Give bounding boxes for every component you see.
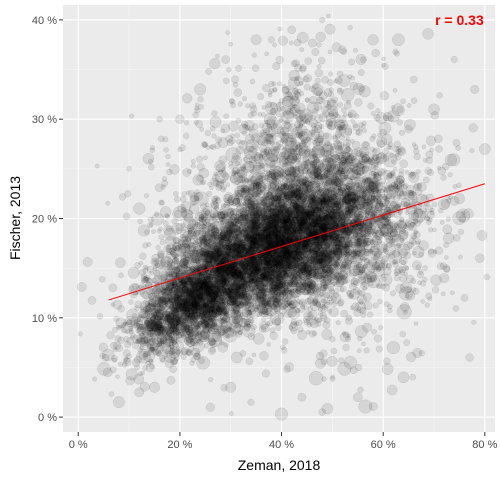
data-point <box>438 208 443 213</box>
data-point <box>362 179 366 183</box>
data-point <box>262 370 270 378</box>
data-point <box>361 313 366 318</box>
data-point <box>143 243 149 249</box>
data-point <box>432 202 437 207</box>
data-point <box>401 184 407 190</box>
data-point <box>301 280 307 286</box>
data-point <box>412 143 416 147</box>
data-point <box>422 145 426 149</box>
data-point <box>267 342 271 346</box>
data-point <box>140 253 147 260</box>
data-point <box>246 358 253 365</box>
data-point <box>109 284 117 292</box>
data-point <box>149 271 154 276</box>
data-point <box>97 313 103 319</box>
data-point <box>444 255 448 259</box>
data-point <box>405 210 409 214</box>
data-point <box>118 273 123 278</box>
data-point <box>253 333 264 344</box>
data-point <box>245 179 249 183</box>
data-point <box>411 98 417 104</box>
data-point <box>159 235 164 240</box>
data-point <box>99 276 105 282</box>
data-point <box>163 220 168 225</box>
data-point <box>115 258 125 268</box>
data-point <box>78 332 82 336</box>
data-point <box>470 148 475 153</box>
data-point <box>88 296 96 304</box>
data-point <box>400 160 408 168</box>
data-point <box>128 300 133 305</box>
data-point <box>168 258 173 263</box>
data-point <box>160 239 166 245</box>
data-point <box>382 169 387 174</box>
data-point <box>83 257 92 266</box>
data-point <box>128 267 139 278</box>
data-point <box>151 230 155 234</box>
